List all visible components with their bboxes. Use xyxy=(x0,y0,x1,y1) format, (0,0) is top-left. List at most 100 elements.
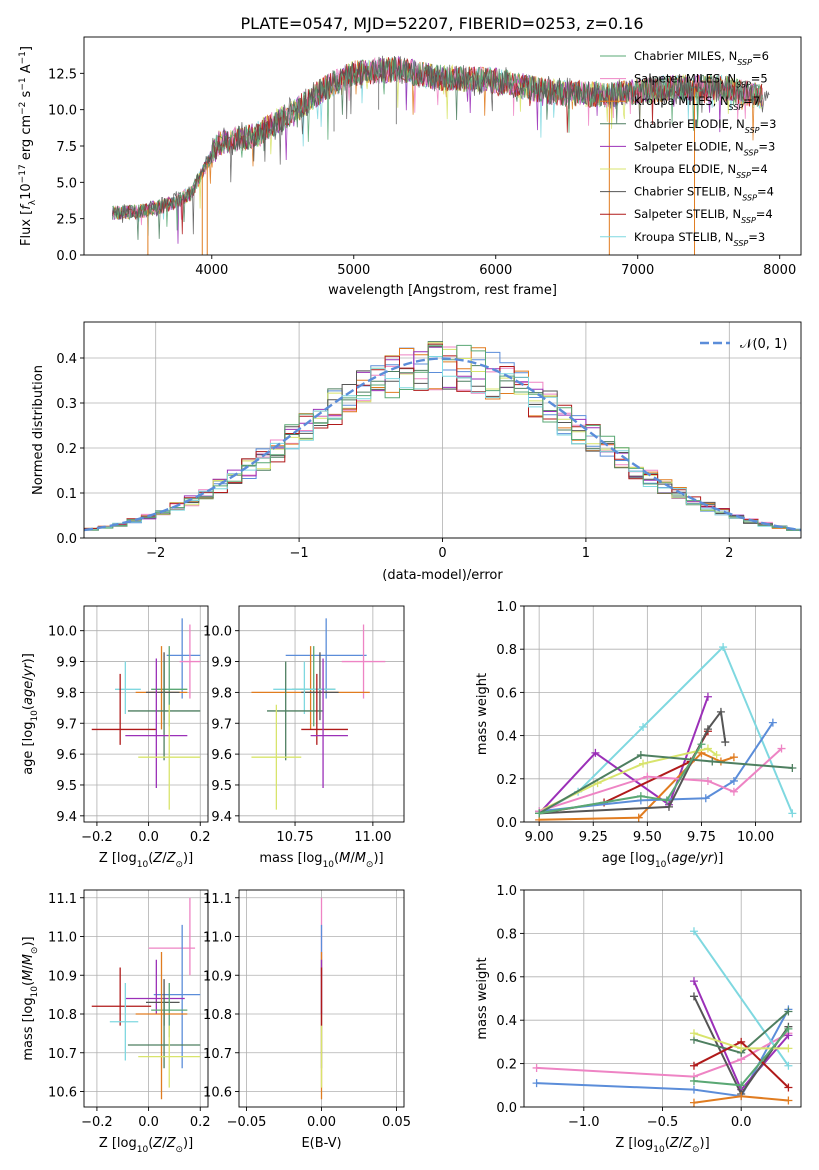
spectrum-legend: Chabrier MILES, NSSP=6 Salpeter MILES, NS… xyxy=(600,49,776,247)
age-vs-Z-ytick-label: 9.8 xyxy=(56,686,77,701)
age-vs-Z-y-axis-label: age [log10(age/yr)] xyxy=(21,653,40,775)
mass-vs-ebv-axes: −0.05 0.00 0.05 10.6 10.7 10.8 10.9 11.0 11.1 xyxy=(203,890,411,1130)
weight-vs-age-axes: 9.00 9.25 9.50 9.75 10.00 0.0 0.2 0.4 0.6 0.8 1.0 xyxy=(496,600,801,845)
weight-vs-age-xtick-label: 10.00 xyxy=(737,830,774,845)
spectrum-series-line xyxy=(112,56,763,226)
mass-weight-marker xyxy=(729,776,738,785)
age-vs-mass-points xyxy=(251,618,386,810)
mass-weight-marker xyxy=(689,1029,698,1038)
mass-vs-ebv-ytick-label: 11.0 xyxy=(203,931,232,946)
weight-vs-age-xtick-label: 9.00 xyxy=(525,830,554,845)
weight-vs-Z-ytick-label: 0.8 xyxy=(496,927,517,942)
mass-weight-line xyxy=(538,753,793,815)
legend-label: Salpeter STELIB, NSSP=4 xyxy=(634,207,773,225)
residual-histograms xyxy=(84,341,801,532)
age-vs-Z-ytick-label: 9.7 xyxy=(56,717,77,732)
normal-reference-curve xyxy=(84,357,801,532)
weight-vs-Z-frame xyxy=(523,889,802,1108)
mass-weight-marker xyxy=(689,992,698,1001)
spectrum-series-line xyxy=(112,55,770,235)
mass-weight-marker xyxy=(737,1092,746,1101)
mass-vs-ebv-ytick-label: 10.9 xyxy=(203,969,232,984)
mass-vs-Z-x-axis-label: Z [log10(Z/Z⊙)] xyxy=(99,1136,193,1155)
age-vs-mass-ytick-label: 9.6 xyxy=(211,748,232,763)
weight-vs-Z-x-axis-label: Z [log10(Z/Z⊙)] xyxy=(615,1136,709,1155)
mass-vs-ebv-x-axis-label: E(B-V) xyxy=(301,1136,341,1151)
age-vs-Z-ytick-label: 9.9 xyxy=(56,656,77,671)
age-vs-Z-axes: −0.2 0.0 0.2 9.4 9.5 9.6 9.7 9.8 9.9 10.0 xyxy=(48,606,211,845)
residuals-frame xyxy=(83,321,802,539)
weight-vs-Z-ytick-label: 0.4 xyxy=(496,1014,517,1029)
mass-weight-marker xyxy=(689,927,698,936)
legend-label: Chabrier STELIB, NSSP=4 xyxy=(634,185,774,203)
weight-vs-Z-ytick-label: 1.0 xyxy=(496,884,517,899)
residuals-ytick-label: 0.0 xyxy=(56,532,77,547)
weight-vs-age-ytick-label: 1.0 xyxy=(496,600,517,615)
mass-weight-line xyxy=(536,1032,789,1078)
mass-weight-marker xyxy=(708,757,717,766)
mass-weight-marker xyxy=(737,1044,746,1053)
weight-vs-age-ytick-label: 0.8 xyxy=(496,643,517,658)
weight-vs-Z-axes: −1.0 −0.5 0.0 0.0 0.2 0.4 0.6 0.8 1.0 xyxy=(496,884,801,1130)
weight-vs-Z-y-axis-label: mass weight xyxy=(475,957,490,1039)
mass-vs-Z-xtick-label: 0.0 xyxy=(138,1115,159,1130)
weight-vs-Z-ytick-label: 0.6 xyxy=(496,971,517,986)
mass-vs-Z-ytick-label: 11.0 xyxy=(48,931,77,946)
mass-weight-marker xyxy=(729,753,738,762)
weight-vs-Z-ytick-label: 0.0 xyxy=(496,1101,517,1116)
mass-vs-Z-points xyxy=(91,897,201,1100)
mass-weight-marker xyxy=(689,1098,698,1107)
plot-layer: 4000 5000 6000 7000 80000.02.55.07.510.012.5… xyxy=(18,36,802,1155)
mass-weight-marker xyxy=(689,977,698,986)
mass-weight-marker xyxy=(535,809,544,818)
weight-vs-Z-ytick-label: 0.2 xyxy=(496,1058,517,1073)
mass-vs-ebv-frame xyxy=(238,889,405,1108)
age-vs-mass-ytick-label: 9.9 xyxy=(211,656,232,671)
mass-weight-marker xyxy=(689,1085,698,1094)
mass-weight-marker xyxy=(532,1079,541,1088)
mass-vs-ebv-ytick-label: 11.1 xyxy=(203,892,232,907)
mass-weight-marker xyxy=(768,718,777,727)
age-vs-Z-frame xyxy=(83,605,209,823)
spectrum-xtick-label: 8000 xyxy=(763,263,796,278)
age-vs-Z-xtick-label: 0.0 xyxy=(138,830,159,845)
mass-vs-Z-ytick-label: 10.8 xyxy=(48,1008,77,1023)
mass-weight-marker xyxy=(784,1044,793,1053)
mass-weight-marker xyxy=(784,1061,793,1070)
age-vs-Z-points xyxy=(91,618,201,810)
residuals-ytick-label: 0.2 xyxy=(56,442,77,457)
residuals-xtick-label: 1 xyxy=(582,546,590,561)
age-vs-mass-axes: 10.75 11.00 9.4 9.5 9.6 9.7 9.8 9.9 10.0 xyxy=(203,606,404,845)
weight-vs-age-x-axis-label: age [log10(age/yr)] xyxy=(602,851,724,870)
mass-vs-Z-ytick-label: 11.1 xyxy=(48,892,77,907)
weight-vs-age-ytick-label: 0.4 xyxy=(496,730,517,745)
mass-weight-line xyxy=(538,743,703,815)
weight-vs-Z-xtick-label: −1.0 xyxy=(568,1115,600,1130)
age-vs-Z-ytick-label: 9.4 xyxy=(56,810,77,825)
residuals-xtick-label: 0 xyxy=(438,546,446,561)
mass-weight-marker xyxy=(664,802,673,811)
mass-weight-line xyxy=(693,930,790,1067)
mass-weight-marker xyxy=(716,707,725,716)
age-vs-Z-xtick-label: −0.2 xyxy=(81,830,113,845)
mass-vs-Z-ytick-label: 10.9 xyxy=(48,969,77,984)
mass-weight-marker xyxy=(689,1061,698,1070)
mass-weight-line xyxy=(538,696,709,815)
mass-weight-marker xyxy=(643,772,652,781)
legend-label: Chabrier ELODIE, NSSP=3 xyxy=(634,117,776,135)
legend-label: Kroupa MILES, NSSP=7 xyxy=(634,94,760,112)
mass-weight-marker xyxy=(712,751,721,760)
weight-vs-age-xtick-label: 9.75 xyxy=(687,830,716,845)
spectrum-ytick-label: 5.0 xyxy=(56,176,77,191)
weight-vs-Z-xtick-label: −0.5 xyxy=(647,1115,679,1130)
residuals-ytick-label: 0.4 xyxy=(56,352,77,367)
age-vs-Z-xtick-label: 0.2 xyxy=(190,830,211,845)
legend-label: Salpeter ELODIE, NSSP=3 xyxy=(634,139,775,157)
weight-vs-age-series xyxy=(535,643,797,822)
mass-weight-marker xyxy=(689,1076,698,1085)
mass-weight-marker xyxy=(639,759,648,768)
age-vs-mass-xtick-label: 11.00 xyxy=(354,830,391,845)
figure-title: PLATE=0547, MJD=52207, FIBERID=0253, z=0… xyxy=(240,14,643,33)
weight-vs-age-ytick-label: 0.6 xyxy=(496,686,517,701)
age-vs-mass-ytick-label: 9.7 xyxy=(211,717,232,732)
